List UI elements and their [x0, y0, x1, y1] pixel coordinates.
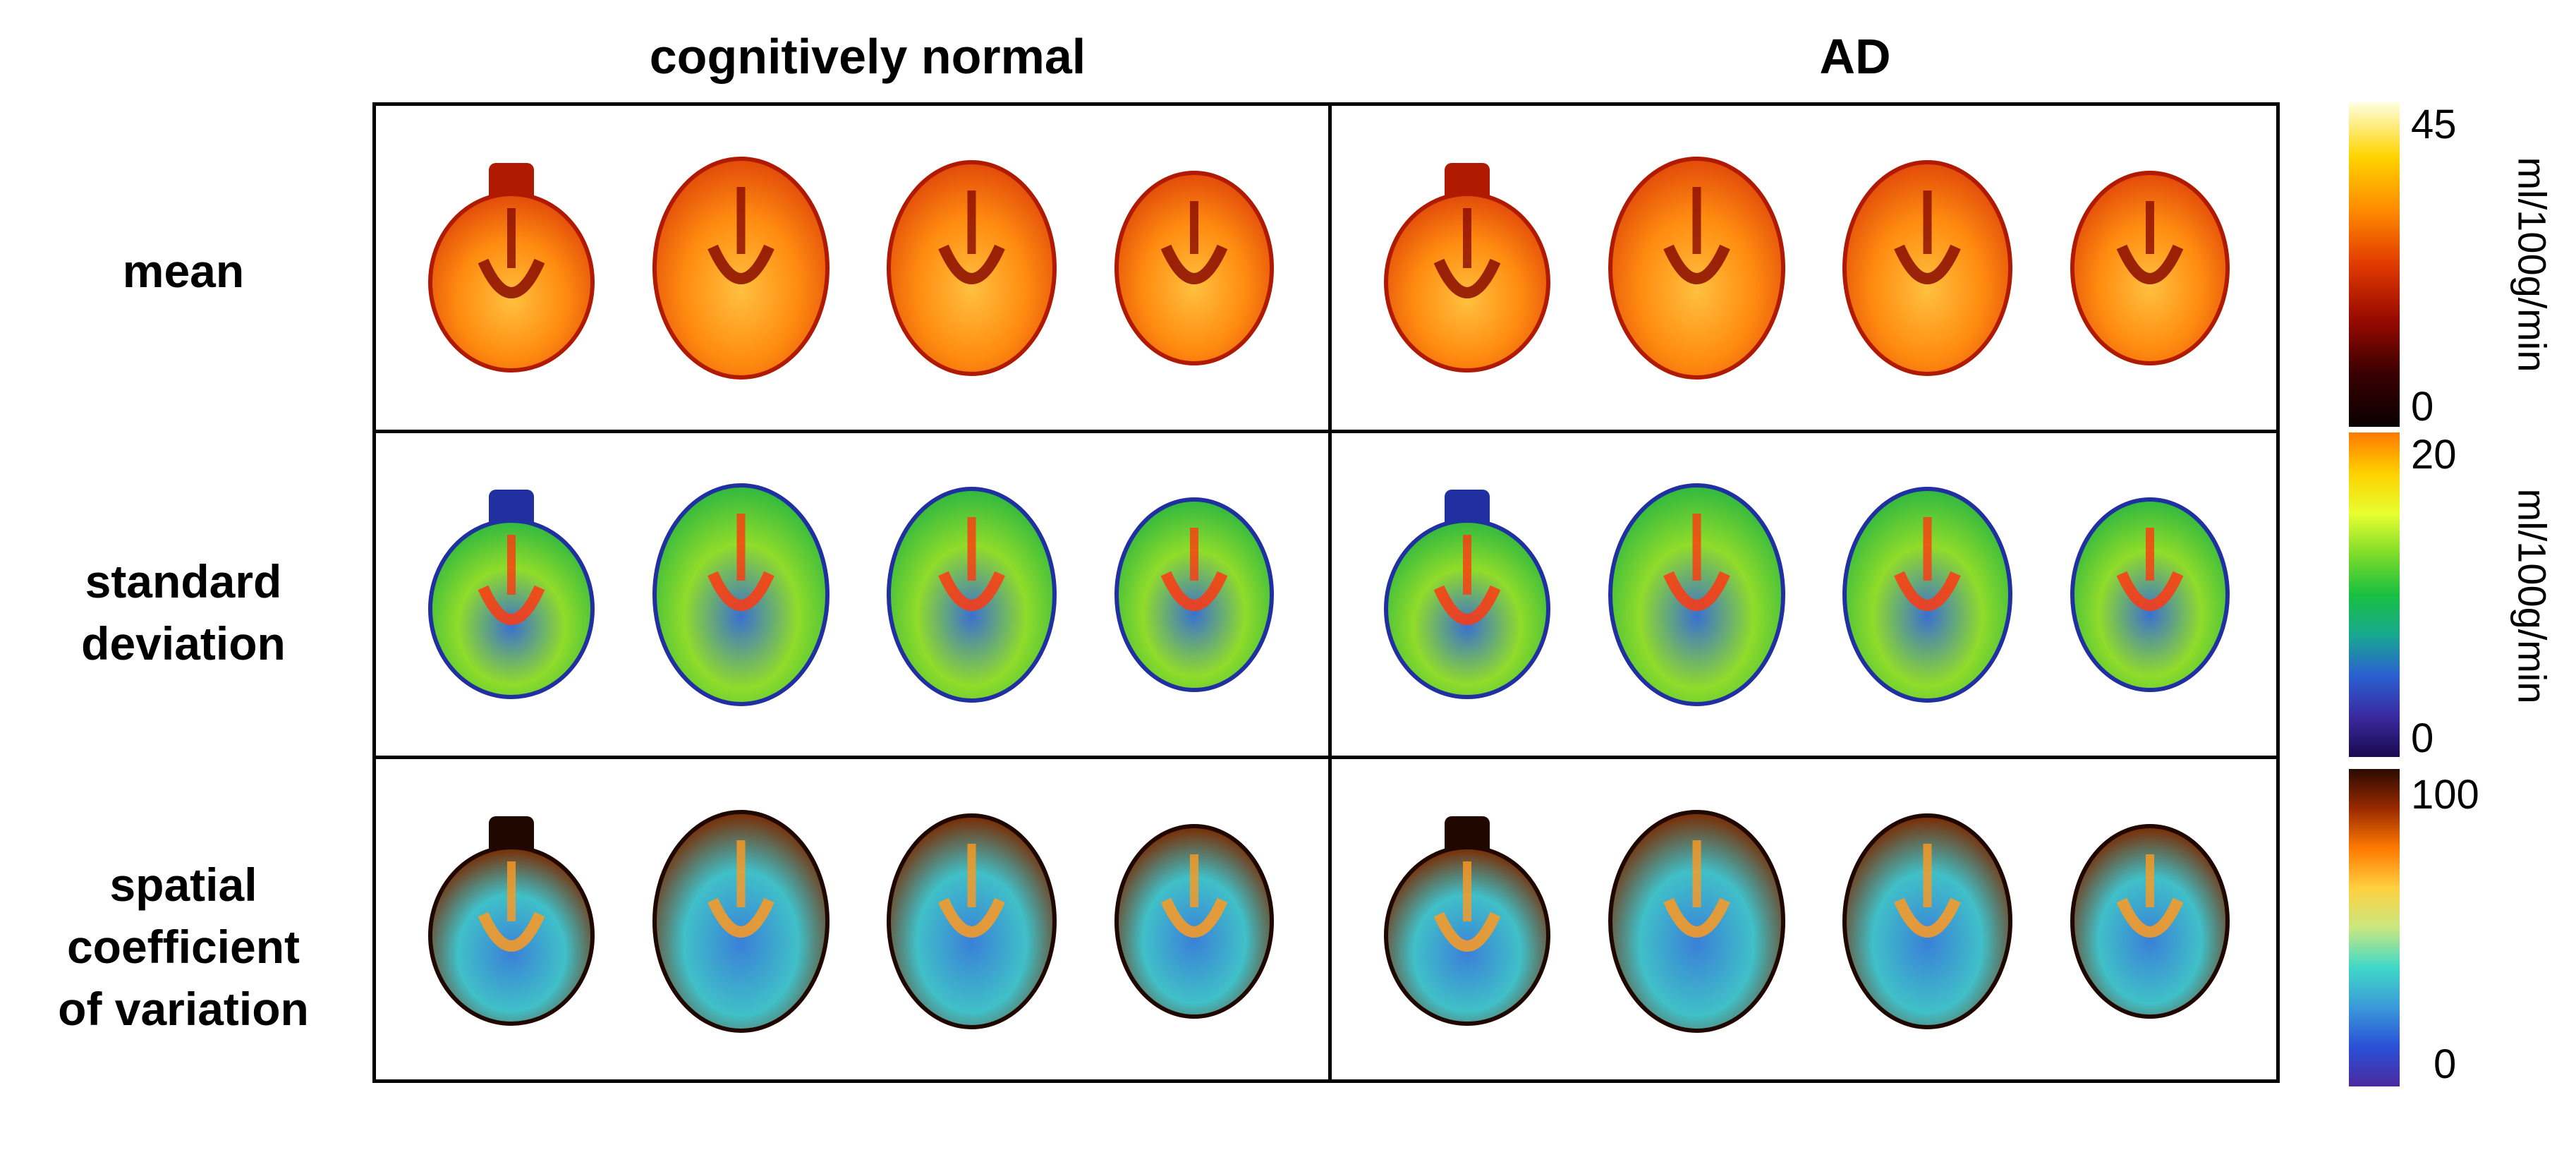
grid-divider-vertical — [1328, 106, 1332, 1079]
brain-slice-image — [1114, 823, 1274, 1019]
cell-scov-cn — [376, 759, 1326, 1083]
colorbar-sd-unit: ml/100g/min — [2510, 488, 2556, 704]
brain-slice-image — [2070, 170, 2230, 365]
row-label-line: mean — [122, 245, 245, 297]
cell-scov-ad — [1332, 759, 2282, 1083]
grid-divider-horizontal — [376, 756, 2276, 759]
grid-divider-horizontal — [376, 430, 2276, 433]
cell-sd-ad — [1332, 433, 2282, 756]
colorbar-sd — [2349, 432, 2400, 757]
brain-slice-image — [1608, 483, 1785, 706]
colorbar-scov-min-label: 0 — [2434, 1041, 2457, 1087]
colorbar-sd-max-label: 20 — [2411, 432, 2457, 478]
column-title-ad: AD — [1819, 29, 1891, 84]
brain-slice-image — [887, 159, 1057, 376]
cell-sd-cn — [376, 433, 1326, 756]
row-label-mean: mean — [14, 240, 353, 302]
row-label-standard-deviation: standard deviation — [14, 550, 353, 674]
brain-map-grid — [372, 102, 2280, 1083]
colorbar-unit-text: ml/100g/min — [2510, 488, 2555, 704]
brain-slice-image — [428, 489, 595, 699]
colorbar-scov — [2349, 769, 2400, 1086]
brain-slice-image — [1842, 159, 2013, 376]
brain-slice-image — [1842, 813, 2013, 1029]
row-label-line: coefficient — [66, 921, 300, 973]
cell-mean-ad — [1332, 106, 2282, 430]
row-label-line: standard — [85, 555, 282, 607]
colorbar-mean-max-label: 45 — [2411, 102, 2457, 147]
colorbar-scov-max-label: 100 — [2411, 772, 2479, 818]
brain-slice-image — [1608, 156, 1785, 380]
brain-slice-image — [428, 816, 595, 1026]
row-label-line: spatial — [109, 859, 257, 911]
cell-mean-cn — [376, 106, 1326, 430]
brain-slice-image — [887, 486, 1057, 703]
colorbar-mean-unit: ml/100g/min — [2510, 157, 2556, 372]
brain-slice-image — [652, 483, 830, 706]
brain-slice-image — [1384, 162, 1551, 372]
row-label-line: of variation — [58, 983, 309, 1035]
brain-slice-image — [1114, 170, 1274, 365]
brain-slice-image — [1384, 489, 1551, 699]
row-label-line: deviation — [81, 617, 286, 670]
colorbar-mean-min-label: 0 — [2411, 384, 2434, 430]
colorbar-sd-min-label: 0 — [2411, 715, 2434, 761]
brain-slice-image — [652, 809, 830, 1033]
brain-slice-image — [1384, 816, 1551, 1026]
colorbar-mean — [2349, 102, 2400, 427]
column-title-cognitively-normal: cognitively normal — [649, 29, 1086, 84]
brain-slice-image — [2070, 497, 2230, 692]
row-label-spatial-coefficient-of-variation: spatial coefficient of variation — [14, 854, 353, 1040]
brain-slice-image — [2070, 823, 2230, 1019]
brain-slice-image — [652, 156, 830, 380]
brain-slice-image — [1842, 486, 2013, 703]
brain-slice-image — [887, 813, 1057, 1029]
brain-slice-image — [1608, 809, 1785, 1033]
brain-slice-image — [428, 162, 595, 372]
colorbar-unit-text: ml/100g/min — [2510, 157, 2555, 372]
brain-slice-image — [1114, 497, 1274, 692]
